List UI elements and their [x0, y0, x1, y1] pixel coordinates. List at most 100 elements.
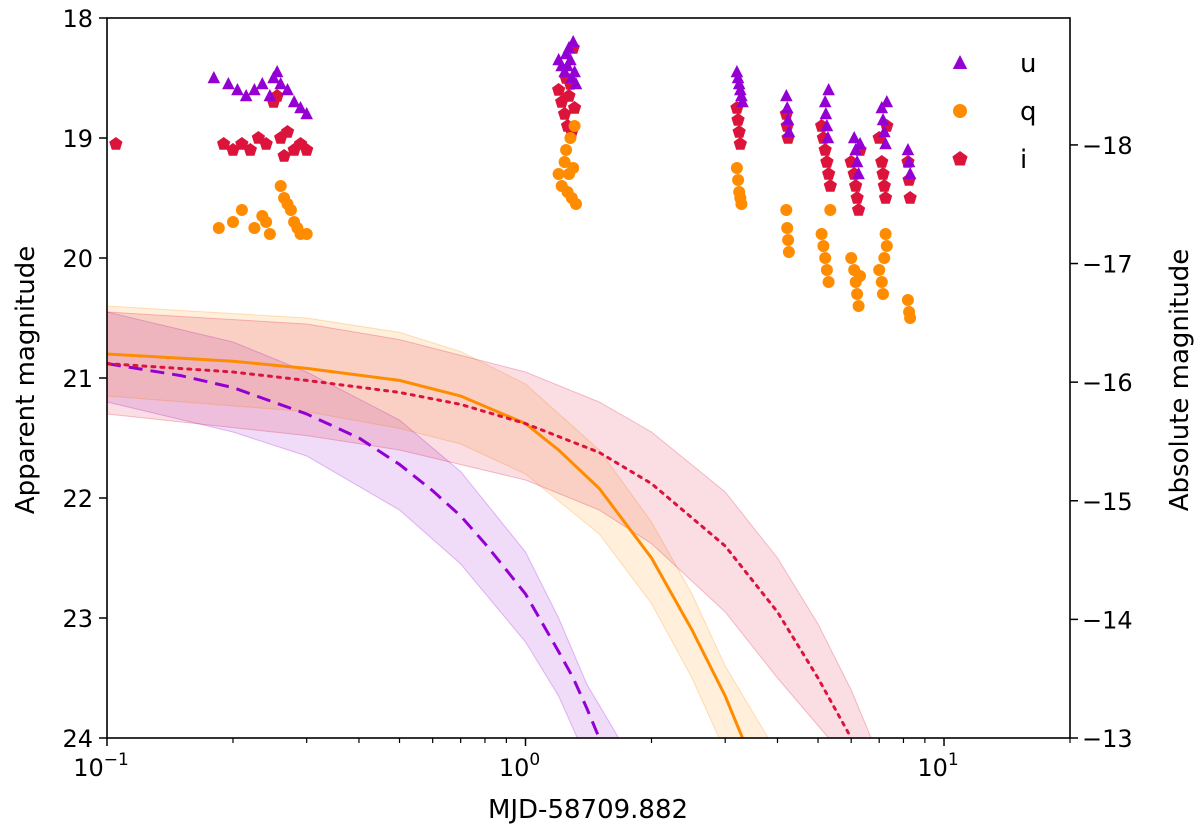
point-u	[274, 77, 287, 90]
point-q	[873, 264, 886, 276]
point-u	[231, 83, 244, 96]
y-axis-label: Apparent magnitude	[11, 246, 41, 514]
point-i	[280, 125, 295, 138]
point-i	[876, 167, 890, 180]
point-u	[569, 77, 583, 90]
band-i-model	[107, 311, 872, 738]
point-i	[818, 143, 832, 156]
point-q	[780, 204, 793, 216]
point-u	[287, 95, 301, 108]
point-q	[782, 234, 795, 246]
point-i	[875, 155, 889, 168]
point-u	[300, 107, 313, 120]
point-q	[274, 180, 287, 192]
point-u	[903, 167, 917, 180]
legend-marker-u	[952, 55, 968, 69]
point-u	[255, 77, 269, 90]
point-i	[731, 113, 745, 126]
point-q	[824, 204, 837, 216]
y2-tick-label: −14	[1082, 606, 1133, 634]
point-u	[222, 77, 235, 90]
point-u	[248, 83, 261, 96]
legend: uqi	[952, 49, 1037, 175]
point-i	[849, 179, 863, 192]
point-i	[235, 137, 249, 150]
point-u	[564, 53, 577, 66]
y-tick-label: 20	[62, 245, 93, 273]
y2-tick-label: −13	[1082, 725, 1133, 753]
point-u	[270, 65, 284, 78]
point-i	[300, 143, 314, 156]
point-i	[732, 125, 746, 138]
point-u	[902, 155, 916, 168]
point-u	[735, 89, 748, 102]
point-q	[901, 294, 914, 306]
x-tick-label: 100	[499, 750, 540, 782]
point-i	[277, 149, 291, 162]
point-u	[730, 65, 744, 78]
point-q	[732, 174, 745, 186]
band-u-model	[107, 311, 620, 738]
point-q	[822, 276, 835, 288]
point-u	[263, 89, 277, 102]
legend-label-q: q	[1020, 97, 1037, 127]
point-q	[880, 240, 893, 252]
point-u	[853, 137, 867, 150]
point-i	[109, 137, 123, 150]
point-q	[560, 144, 573, 156]
point-i	[259, 137, 273, 150]
y2-tick-label: −16	[1082, 369, 1133, 397]
point-q	[820, 264, 833, 276]
point-q	[568, 120, 581, 132]
point-u	[568, 65, 581, 78]
point-u	[207, 71, 221, 84]
point-q	[782, 246, 795, 258]
point-u	[847, 131, 861, 144]
point-i	[217, 137, 231, 150]
legend-label-i: i	[1020, 145, 1027, 175]
point-q	[284, 204, 297, 216]
point-q	[567, 162, 580, 174]
point-i	[562, 89, 576, 102]
point-i	[552, 83, 566, 96]
point-q	[819, 252, 832, 264]
point-q	[235, 204, 248, 216]
x-tick-label: 10−1	[73, 750, 129, 782]
point-u	[821, 131, 835, 144]
point-i	[877, 179, 891, 192]
point-q	[263, 228, 276, 240]
line-q-model	[107, 352, 744, 738]
point-u	[281, 83, 294, 96]
point-i	[243, 143, 257, 156]
point-u	[878, 125, 891, 138]
point-i	[822, 167, 836, 180]
point-u	[780, 89, 793, 102]
point-u	[239, 89, 253, 102]
y2-axis-label: Absolute magnitude	[1165, 249, 1195, 512]
point-q	[904, 312, 917, 324]
point-u	[782, 125, 796, 138]
point-u	[818, 95, 832, 108]
point-q	[878, 252, 891, 264]
point-q	[815, 228, 828, 240]
point-q	[730, 162, 743, 174]
point-q	[570, 198, 582, 210]
point-u	[780, 101, 794, 114]
point-u	[876, 113, 890, 126]
y-tick-label: 24	[62, 725, 93, 753]
y-tick-label: 22	[62, 485, 93, 513]
point-u	[880, 95, 894, 108]
point-q	[735, 198, 748, 210]
legend-label-u: u	[1020, 49, 1036, 79]
point-u	[901, 143, 915, 156]
point-i	[850, 191, 864, 204]
point-u	[294, 101, 307, 114]
point-u	[733, 83, 747, 96]
point-i	[878, 191, 893, 204]
point-q	[879, 228, 892, 240]
point-q	[248, 222, 261, 234]
point-q	[260, 216, 273, 228]
point-i	[851, 203, 866, 216]
y-tick-label: 19	[62, 125, 93, 153]
